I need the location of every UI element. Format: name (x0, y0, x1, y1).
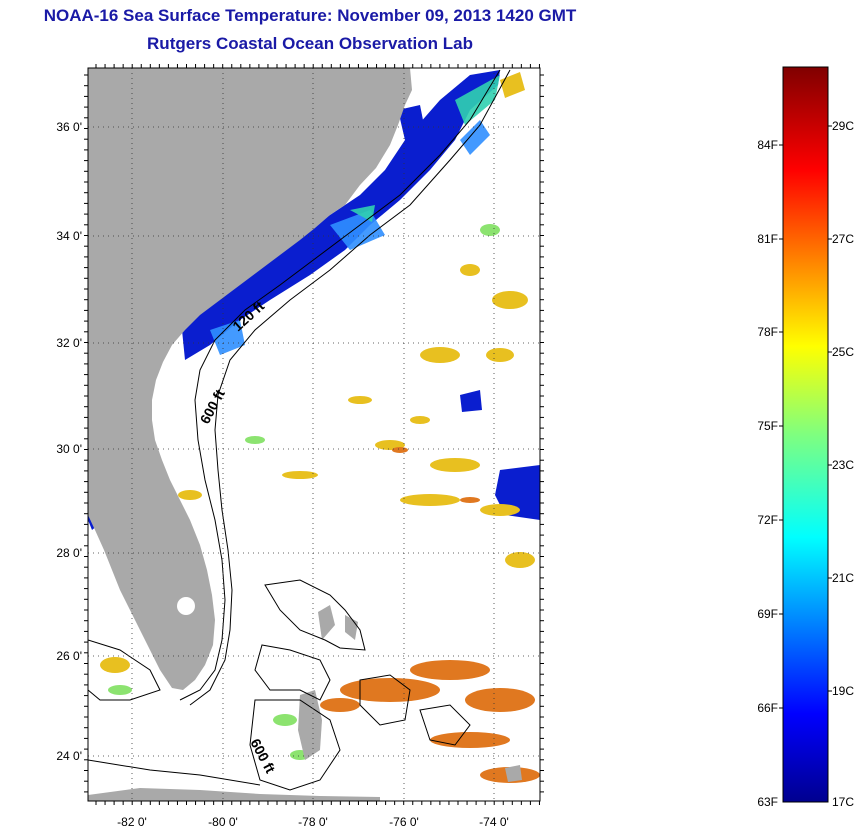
colorbar-c-label: 17C (832, 795, 854, 809)
land-us-southeast (88, 68, 412, 690)
sst-green-patches (108, 224, 500, 760)
colorbar-celsius-labels: 29C 27C 25C 23C 21C 19C 17C (832, 119, 854, 809)
colorbar-f-label: 72F (757, 513, 778, 527)
lat-label: 36 0' (56, 120, 82, 134)
lat-label: 32 0' (56, 336, 82, 350)
colorbar-f-label: 78F (757, 325, 778, 339)
colorbar-ticks (779, 125, 832, 709)
sst-orange-patches (320, 447, 540, 783)
lat-label: 24 0' (56, 749, 82, 763)
frame-ticks (84, 64, 544, 805)
longitude-labels: -82 0' -80 0' -78 0' -76 0' -74 0' (117, 815, 509, 829)
lon-label: -80 0' (208, 815, 238, 829)
lake-okeechobee (177, 597, 195, 615)
land-bahamas-andros (298, 690, 322, 760)
land-bahamas-islands (345, 615, 358, 640)
colorbar-f-label: 63F (757, 795, 778, 809)
colorbar-c-label: 19C (832, 684, 854, 698)
colorbar-c-label: 21C (832, 571, 854, 585)
lat-label: 28 0' (56, 546, 82, 560)
colorbar-c-label: 25C (832, 345, 854, 359)
land-hispaniola-edge (505, 765, 522, 782)
colorbar-f-label: 66F (757, 701, 778, 715)
land-bahamas-abaco (318, 605, 335, 640)
colorbar-f-label: 69F (757, 607, 778, 621)
lat-label: 30 0' (56, 442, 82, 456)
colorbar-f-label: 84F (757, 138, 778, 152)
lon-label: -82 0' (117, 815, 147, 829)
colorbar-c-label: 23C (832, 458, 854, 472)
colorbar-c-label: 27C (832, 232, 854, 246)
lat-label: 34 0' (56, 229, 82, 243)
colorbar-f-label: 75F (757, 419, 778, 433)
latitude-labels: 36 0' 34 0' 32 0' 30 0' 28 0' 26 0' 24 0… (56, 120, 82, 763)
lon-label: -76 0' (389, 815, 419, 829)
map-frame (87, 67, 541, 802)
lon-label: -74 0' (479, 815, 509, 829)
graticule (88, 68, 540, 801)
lon-label: -78 0' (298, 815, 328, 829)
colorbar-c-label: 29C (832, 119, 854, 133)
colorbar-fahrenheit-labels: 84F 81F 78F 75F 72F 69F 66F 63F (757, 138, 778, 809)
map-subtitle: Rutgers Coastal Ocean Observation Lab (147, 34, 473, 53)
lat-label: 26 0' (56, 649, 82, 663)
sst-teal-water (350, 75, 500, 222)
map-title: NOAA-16 Sea Surface Temperature: Novembe… (43, 6, 577, 25)
colorbar-f-label: 81F (757, 232, 778, 246)
isobath-contours (88, 69, 511, 791)
colorbar (782, 66, 829, 803)
land-cuba (88, 788, 380, 801)
